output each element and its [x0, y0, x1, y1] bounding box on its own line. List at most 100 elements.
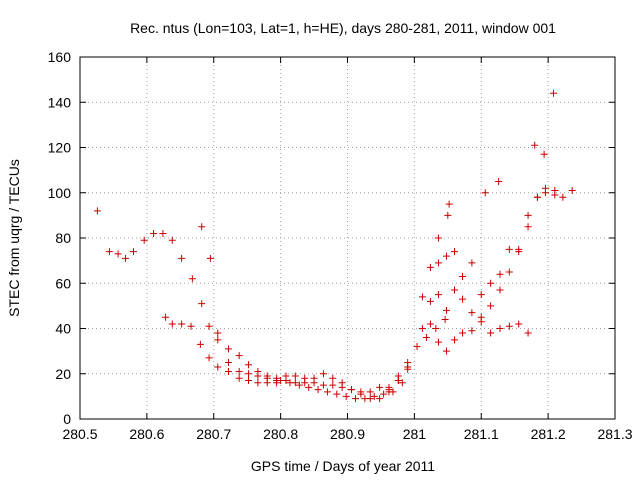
data-point	[568, 186, 576, 194]
data-point	[380, 390, 388, 398]
data-point	[505, 245, 513, 253]
data-point	[245, 377, 253, 385]
data-point	[310, 374, 318, 382]
data-point	[524, 329, 532, 337]
data-point	[214, 336, 222, 344]
y-tick-label: 0	[63, 411, 71, 427]
y-axis-label: STEC from uqrg / TECUs	[6, 159, 22, 317]
data-point	[531, 141, 539, 149]
data-point	[459, 272, 467, 280]
data-point	[442, 252, 450, 260]
data-point	[505, 268, 513, 276]
data-point	[495, 177, 503, 185]
data-point	[188, 275, 196, 283]
data-point	[235, 374, 243, 382]
data-point	[277, 377, 285, 385]
data-point	[459, 329, 467, 337]
data-point	[540, 150, 548, 158]
data-point	[130, 248, 137, 256]
y-tick-label: 120	[48, 140, 72, 156]
axis-ticks	[79, 56, 616, 420]
data-point	[168, 236, 176, 244]
x-tick-labels: 280.5 280.6 280.7 280.8 280.9 281 281.1 281.2 28…	[62, 426, 632, 442]
data-point	[319, 381, 327, 389]
data-point	[214, 329, 222, 337]
data-point	[468, 259, 476, 267]
data-point	[301, 374, 309, 382]
data-point	[481, 189, 489, 197]
data-point	[333, 390, 341, 398]
data-point	[432, 325, 440, 332]
y-tick-label: 140	[48, 94, 72, 110]
data-point	[496, 286, 504, 294]
grid-lines	[80, 57, 615, 419]
data-point	[224, 367, 232, 375]
data-point	[235, 352, 243, 360]
data-point	[352, 395, 360, 403]
data-point	[515, 248, 523, 256]
data-point	[426, 320, 434, 328]
data-point	[487, 279, 495, 287]
data-point	[224, 345, 232, 353]
data-point	[418, 325, 426, 332]
data-point	[178, 254, 186, 262]
data-point	[314, 386, 322, 394]
data-point	[434, 234, 442, 242]
data-point	[329, 381, 337, 389]
y-tick-label: 80	[55, 230, 71, 246]
x-tick-label: 281.3	[597, 426, 632, 442]
data-point	[93, 207, 101, 215]
data-points	[93, 89, 576, 403]
data-point	[323, 388, 331, 396]
data-point	[159, 229, 167, 237]
y-tick-label: 40	[55, 321, 71, 337]
data-point	[235, 367, 243, 375]
x-tick-label: 280.8	[263, 426, 298, 442]
data-point	[394, 372, 402, 380]
x-tick-label: 280.7	[196, 426, 231, 442]
data-point	[445, 200, 453, 208]
data-point	[385, 388, 393, 396]
data-point	[150, 229, 158, 237]
data-point	[451, 336, 458, 344]
data-point	[162, 313, 170, 321]
data-point	[305, 383, 313, 391]
y-tick-label: 20	[55, 366, 71, 382]
data-point	[434, 291, 442, 299]
data-point	[459, 295, 467, 303]
x-axis-label: GPS time / Days of year 2011	[251, 458, 435, 474]
data-point	[329, 374, 337, 382]
data-point	[205, 322, 213, 330]
x-tick-label: 281.2	[531, 426, 566, 442]
data-point	[451, 286, 458, 294]
data-point	[426, 263, 434, 271]
data-point	[187, 322, 195, 330]
data-point	[121, 254, 129, 262]
x-tick-label: 281	[403, 426, 427, 442]
data-point	[319, 370, 327, 378]
data-point	[549, 89, 557, 97]
data-point	[282, 372, 290, 380]
data-point	[477, 291, 485, 299]
data-point	[198, 223, 206, 231]
data-point	[426, 297, 434, 305]
data-point	[404, 363, 412, 371]
data-point	[342, 392, 350, 400]
data-point	[114, 250, 122, 258]
data-point	[245, 361, 253, 369]
y-tick-label: 100	[48, 185, 72, 201]
data-point	[357, 390, 365, 398]
data-point	[442, 347, 450, 355]
data-point	[422, 334, 430, 342]
data-point	[205, 354, 213, 362]
y-tick-label: 160	[48, 49, 72, 65]
data-point	[418, 293, 426, 301]
data-point	[524, 223, 532, 231]
data-point	[551, 186, 559, 194]
data-point	[444, 211, 452, 219]
data-point	[366, 388, 374, 396]
y-tick-labels: 0 20 40 60 80 100 120 140 160	[48, 49, 72, 427]
data-point	[451, 248, 458, 256]
data-point	[477, 313, 485, 321]
